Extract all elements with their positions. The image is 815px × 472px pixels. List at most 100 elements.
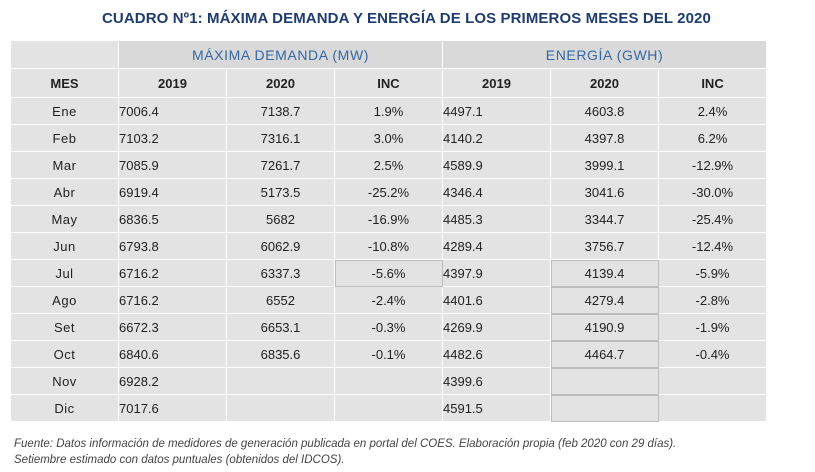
group-header-empty <box>10 40 119 69</box>
month-cell: Ene <box>10 97 119 125</box>
energia-inc-cell: -2.8% <box>657 286 768 314</box>
demanda-2019-cell: 6919.4 <box>118 178 227 206</box>
table-row: Set 6672.3 6653.1 -0.3% 4269.9 4190.9 -1.9% <box>10 313 768 341</box>
demanda-2019-cell: 6840.6 <box>118 340 227 368</box>
month-cell: May <box>10 205 119 233</box>
energia-2019-cell: 4591.5 <box>442 394 551 422</box>
demanda-inc-cell: 3.0% <box>334 124 443 152</box>
energia-2020-cell: 4397.8 <box>550 124 659 152</box>
energia-2020-cell: 4279.4 <box>550 286 659 314</box>
energia-2020-cell: 4464.7 <box>550 340 659 368</box>
demanda-2020-cell: 5682 <box>226 205 335 233</box>
month-cell: Jul <box>10 259 119 287</box>
energia-2020-cell: 3041.6 <box>550 178 659 206</box>
table-row: Jul 6716.2 6337.3 -5.6% 4397.9 4139.4 -5.9% <box>10 259 768 287</box>
energia-inc-cell: -0.4% <box>657 340 768 368</box>
energia-2019-cell: 4346.4 <box>442 178 551 206</box>
demanda-inc-cell: -25.2% <box>334 178 443 206</box>
month-cell: Jun <box>10 232 119 260</box>
demanda-2020-cell: 7316.1 <box>226 124 335 152</box>
month-cell: Dic <box>10 394 119 422</box>
table-row: Ago 6716.2 6552 -2.4% 4401.6 4279.4 -2.8% <box>10 286 768 314</box>
group-header-energia: ENERGÍA (GWH) <box>441 40 768 69</box>
demanda-inc-cell: 2.5% <box>334 151 443 179</box>
demanda-inc-cell: 1.9% <box>334 97 443 125</box>
month-cell: Set <box>10 313 119 341</box>
energia-2019-cell: 4397.9 <box>442 259 551 287</box>
source-footnote: Fuente: Datos información de medidores d… <box>14 436 804 468</box>
month-cell: Oct <box>10 340 119 368</box>
table-row: Feb 7103.2 7316.1 3.0% 4140.2 4397.8 6.2% <box>10 124 768 152</box>
demanda-2020-cell <box>226 367 335 395</box>
demanda-2019-cell: 7103.2 <box>118 124 227 152</box>
energia-inc-cell: -1.9% <box>657 313 768 341</box>
energia-2019-cell: 4482.6 <box>442 340 551 368</box>
demanda-2020-cell: 5173.5 <box>226 178 335 206</box>
month-cell: Feb <box>10 124 119 152</box>
column-header: 2019 <box>442 68 551 98</box>
month-cell: Nov <box>10 367 119 395</box>
demanda-2019-cell: 7006.4 <box>118 97 227 125</box>
footnote-line: Fuente: Datos información de medidores d… <box>14 438 677 450</box>
demanda-2020-cell: 6337.3 <box>226 259 335 287</box>
table-row: Abr 6919.4 5173.5 -25.2% 4346.4 3041.6 -30.0% <box>10 178 768 206</box>
demanda-2020-cell: 6062.9 <box>226 232 335 260</box>
demanda-2019-cell: 6793.8 <box>118 232 227 260</box>
group-header-demanda: MÁXIMA DEMANDA (MW) <box>118 40 443 69</box>
demanda-inc-cell: -5.6% <box>334 259 443 287</box>
energia-inc-cell <box>657 367 768 395</box>
month-cell: Mar <box>10 151 119 179</box>
column-header: INC <box>334 68 443 98</box>
demanda-2019-cell: 6836.5 <box>118 205 227 233</box>
energia-inc-cell: -5.9% <box>657 259 768 287</box>
energia-2019-cell: 4289.4 <box>442 232 551 260</box>
demanda-2020-cell: 7138.7 <box>226 97 335 125</box>
demand-energy-table: MÁXIMA DEMANDA (MW) ENERGÍA (GWH) MES 20… <box>10 40 768 422</box>
energia-2020-cell: 3756.7 <box>550 232 659 260</box>
demanda-inc-cell <box>334 394 443 422</box>
column-header: INC <box>657 68 768 98</box>
demanda-2019-cell: 6716.2 <box>118 259 227 287</box>
demanda-2019-cell: 6928.2 <box>118 367 227 395</box>
demanda-inc-cell: -0.1% <box>334 340 443 368</box>
demanda-2020-cell: 6552 <box>226 286 335 314</box>
table-row: Oct 6840.6 6835.6 -0.1% 4482.6 4464.7 -0.4% <box>10 340 768 368</box>
energia-2019-cell: 4589.9 <box>442 151 551 179</box>
demanda-2019-cell: 6672.3 <box>118 313 227 341</box>
energia-2020-cell: 3344.7 <box>550 205 659 233</box>
energia-inc-cell <box>657 394 768 422</box>
energia-inc-cell: 6.2% <box>657 124 768 152</box>
column-header: 2020 <box>226 68 335 98</box>
demanda-2020-cell: 7261.7 <box>226 151 335 179</box>
column-header-row: MES 2019 2020 INC 2019 2020 INC <box>10 68 768 98</box>
footnote-line: Setiembre estimado con datos puntuales (… <box>14 454 345 466</box>
energia-inc-cell: -30.0% <box>657 178 768 206</box>
energia-2019-cell: 4140.2 <box>442 124 551 152</box>
table-title: CUADRO Nº1: MÁXIMA DEMANDA Y ENERGÍA DE … <box>102 10 711 27</box>
energia-2019-cell: 4269.9 <box>442 313 551 341</box>
demanda-2019-cell: 7085.9 <box>118 151 227 179</box>
energia-inc-cell: 2.4% <box>657 97 768 125</box>
group-header-row: MÁXIMA DEMANDA (MW) ENERGÍA (GWH) <box>10 40 768 69</box>
table-row: Ene 7006.4 7138.7 1.9% 4497.1 4603.8 2.4% <box>10 97 768 125</box>
month-cell: Ago <box>10 286 119 314</box>
energia-2020-cell <box>550 367 659 395</box>
energia-2019-cell: 4399.6 <box>442 367 551 395</box>
table-row: May 6836.5 5682 -16.9% 4485.3 3344.7 -25.4% <box>10 205 768 233</box>
demanda-2019-cell: 7017.6 <box>118 394 227 422</box>
column-header: 2019 <box>118 68 227 98</box>
month-cell: Abr <box>10 178 119 206</box>
energia-2020-cell: 4190.9 <box>550 313 659 341</box>
demanda-inc-cell: -10.8% <box>334 232 443 260</box>
column-header: MES <box>10 68 119 98</box>
demanda-2020-cell <box>226 394 335 422</box>
energia-2020-cell: 4139.4 <box>550 259 659 287</box>
energia-2020-cell <box>550 394 659 422</box>
table-row: Dic 7017.6 4591.5 <box>10 394 768 422</box>
energia-2020-cell: 4603.8 <box>550 97 659 125</box>
energia-inc-cell: -12.9% <box>657 151 768 179</box>
demanda-2020-cell: 6835.6 <box>226 340 335 368</box>
table-row: Mar 7085.9 7261.7 2.5% 4589.9 3999.1 -12.9% <box>10 151 768 179</box>
table-row: Jun 6793.8 6062.9 -10.8% 4289.4 3756.7 -12.4% <box>10 232 768 260</box>
energia-inc-cell: -25.4% <box>657 205 768 233</box>
